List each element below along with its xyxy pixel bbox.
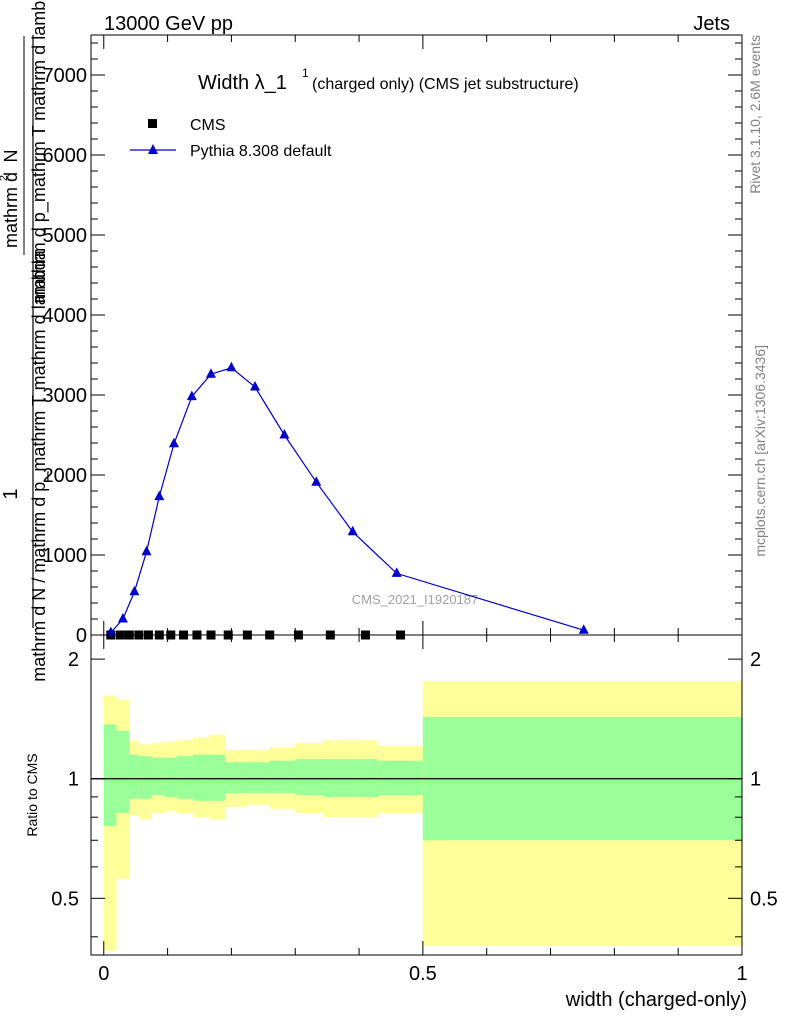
ratio-ylabel: Ratio to CMS [24, 753, 40, 836]
main-ylabel-denominator: mathrm d N / mathrm d p_mathrm T mathrm … [29, 249, 50, 681]
pythia-data-point [578, 624, 589, 634]
ratio-inner-band-bin [103, 724, 117, 827]
pythia-curve [110, 367, 584, 633]
main-ylabel-top-num: mathrm d [1, 172, 21, 248]
ratio-plot-frame [90, 634, 743, 956]
main-title-sup: 1 [302, 66, 309, 80]
main-y-tick-label: 5000 [43, 225, 88, 247]
main-axis-ticks: 0 1000 2000 3000 4000 5000 6000 7000 [43, 35, 743, 647]
main-ylabel-top-den: N [1, 150, 21, 163]
main-ylabel-numerator: 1 [0, 488, 22, 499]
ratio-inner-band-bin [247, 762, 270, 794]
ratio-bands-layer [103, 681, 742, 951]
ratio-inner-band-bin [209, 754, 226, 801]
ratio-inner-band-bin [164, 757, 178, 797]
main-series-layer [105, 361, 589, 640]
main-y-tick-label: 3000 [43, 385, 88, 407]
main-y-tick-label: 0 [76, 625, 87, 647]
ratio-inner-band-bin [151, 757, 165, 795]
main-y-tick-label: 2000 [43, 465, 88, 487]
ratio-y-tick-label: 2 [68, 649, 79, 671]
pythia-data-point [129, 585, 140, 596]
pythia-data-point [205, 368, 216, 378]
legend-pythia-label: Pythia 8.308 default [190, 143, 332, 160]
main-y-tick-label: 1000 [43, 545, 88, 567]
pythia-data-point [279, 429, 290, 439]
ratio-inner-band-bin [269, 760, 296, 794]
main-y-tick-label: 4000 [43, 305, 88, 327]
pythia-data-point [250, 381, 261, 391]
pythia-data-point [311, 476, 322, 486]
ratio-x-tick-label: 0.5 [409, 963, 437, 985]
pythia-data-point [226, 361, 237, 372]
ratio-x-tick-label: 0 [98, 963, 109, 985]
ratio-inner-band-bin [193, 754, 210, 801]
main-title-text: Width λ_1 [198, 72, 287, 94]
main-plot-frame [90, 34, 743, 636]
main-ylabel-top-tail: mathrm d p_mathrm T mathrm d lambda [29, 0, 50, 303]
header-energy-label: 13000 GeV pp [104, 13, 233, 35]
x-axis-label: width (charged-only) [565, 989, 747, 1011]
ratio-inner-band-bin [129, 754, 139, 799]
main-y-tick-label: 7000 [43, 65, 88, 87]
pythia-data-point [154, 490, 165, 501]
pythia-data-point [186, 390, 197, 401]
legend: CMS Pythia 8.308 default [130, 117, 332, 160]
ratio-inner-band-bin [177, 756, 194, 799]
pythia-data-point [168, 437, 179, 448]
legend-cms-marker [148, 119, 157, 128]
ratio-inner-band-bin [378, 760, 423, 795]
ratio-inner-band-bin [295, 759, 324, 795]
ratio-y-tick-label-right: 0.5 [750, 888, 778, 910]
ratio-y-tick-label: 1 [68, 769, 79, 791]
ratio-y-tick-label: 0.5 [51, 888, 79, 910]
legend-pythia-marker [148, 144, 158, 154]
ratio-y-tick-label-right: 2 [750, 649, 761, 671]
ratio-y-tick-label-right: 1 [750, 769, 761, 791]
pythia-data-point [105, 626, 116, 637]
pythia-data-point [391, 567, 402, 577]
pythia-data-point [347, 525, 358, 536]
main-title: Width λ_1 1 (charged only) (CMS jet subs… [198, 66, 579, 94]
ratio-inner-band-bin [116, 730, 130, 813]
main-ylabel-top-sup: 2 [0, 175, 10, 181]
ratio-inner-band-bin [323, 759, 356, 797]
legend-cms-label: CMS [190, 117, 226, 134]
main-y-tick-label: 6000 [43, 145, 88, 167]
mcplots-label: mcplots.cern.ch [arXiv:1306.3436] [752, 345, 768, 557]
main-title-suffix: (charged only) (CMS jet substructure) [312, 76, 579, 93]
ratio-x-tick-label: 1 [736, 963, 747, 985]
header-jets-label: Jets [693, 13, 730, 35]
ratio-axis-ticks: 0 0.5 1 0.5 0.5 1 1 2 2 [51, 635, 778, 985]
pythia-data-point [141, 545, 152, 556]
pythia-data-point [117, 613, 128, 623]
main-ylabel: 1 mathrm d N / mathrm d p_mathrm T mathr… [0, 0, 50, 682]
analysis-watermark: CMS_2021_I1920187 [352, 592, 479, 607]
ratio-inner-band-bin [138, 756, 152, 799]
ratio-inner-band-bin [225, 762, 248, 794]
ratio-inner-band-bin [355, 759, 379, 797]
rivet-label: Rivet 3.1.10, 2.6M events [747, 35, 763, 194]
